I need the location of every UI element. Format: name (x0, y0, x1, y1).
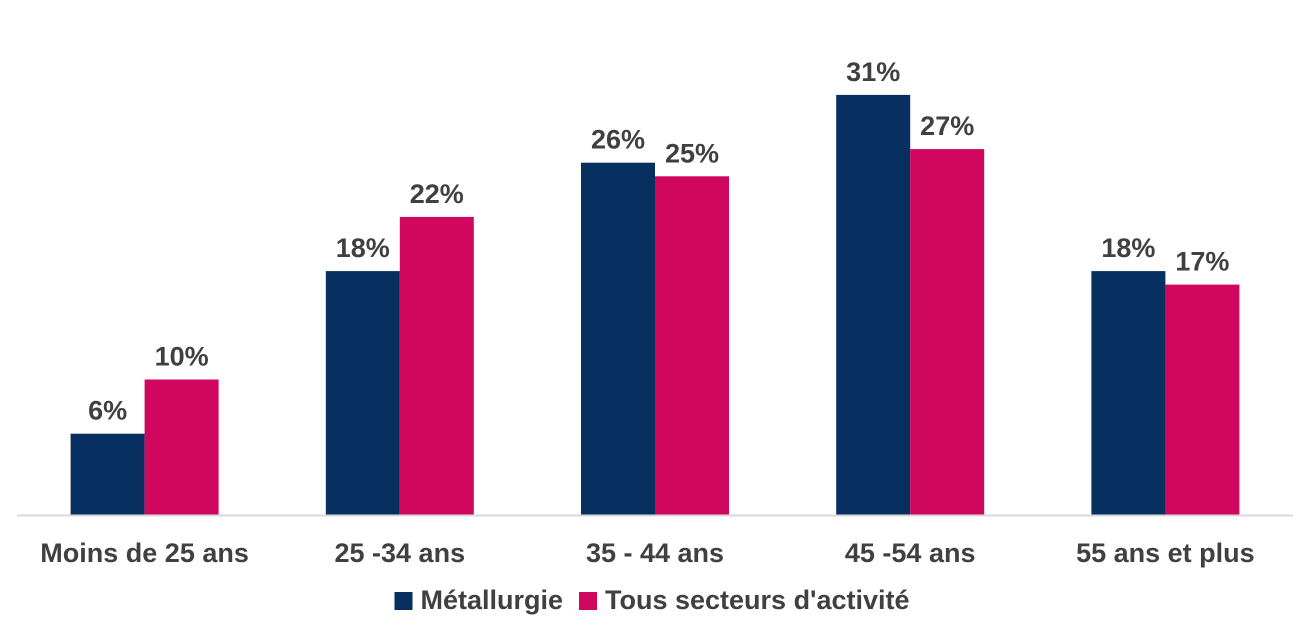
bar-metallurgie-2 (581, 162, 655, 515)
legend-label-metallurgie: Métallurgie (421, 585, 564, 615)
legend: Métallurgie Tous secteurs d'activité (394, 585, 910, 615)
value-label: 26% (591, 125, 645, 155)
bar-tous-secteurs-4 (1165, 284, 1240, 515)
value-label: 17% (1175, 247, 1229, 277)
legend-swatch-metallurgie (394, 592, 413, 610)
category-label: 45 -54 ans (845, 538, 976, 568)
value-label: 25% (665, 138, 719, 168)
bar-tous-secteurs-0 (144, 379, 219, 515)
value-label: 27% (920, 111, 974, 141)
value-label: 18% (1101, 233, 1155, 263)
value-label: 6% (88, 396, 127, 426)
bar-metallurgie-0 (70, 433, 145, 515)
bars-group (70, 94, 1240, 516)
category-labels-group: Moins de 25 ans 25 -34 ans 35 - 44 ans 45 -… (40, 538, 1254, 568)
bar-tous-secteurs-1 (399, 216, 474, 515)
value-label: 22% (410, 179, 464, 209)
category-label: 25 -34 ans (335, 538, 466, 568)
bar-metallurgie-1 (325, 271, 400, 515)
value-label: 10% (155, 342, 209, 372)
value-label: 31% (846, 57, 900, 87)
legend-label-tous-secteurs: Tous secteurs d'activité (605, 585, 910, 615)
bar-metallurgie-3 (836, 94, 911, 516)
bar-tous-secteurs-2 (655, 176, 729, 516)
bar-metallurgie-4 (1091, 271, 1166, 515)
category-label: 35 - 44 ans (586, 538, 724, 568)
value-labels-group: 6% 10% 18% 22% 26% 25% 31% 27% 18% 17% (88, 57, 1229, 426)
legend-swatch-tous-secteurs (579, 592, 597, 610)
value-label: 18% (336, 233, 390, 263)
category-label: Moins de 25 ans (40, 538, 249, 568)
bar-tous-secteurs-3 (910, 149, 985, 515)
category-label: 55 ans et plus (1076, 538, 1255, 568)
